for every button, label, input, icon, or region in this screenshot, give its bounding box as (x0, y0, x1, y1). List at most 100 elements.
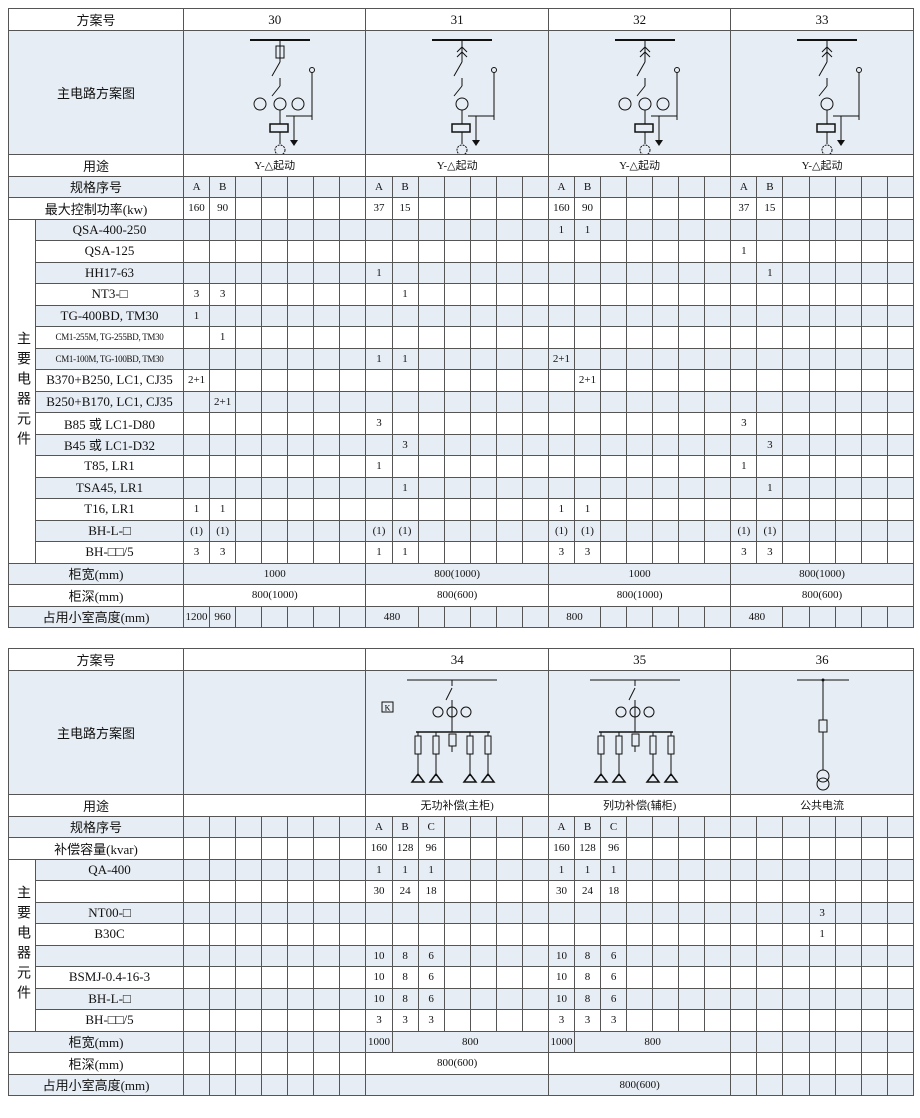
row-label: NT3-□ (34, 283, 185, 306)
spec-value-cell (313, 1030, 341, 1053)
spec-value-cell (678, 240, 706, 263)
spec-value-cell: 1 (391, 476, 419, 499)
row-label: B370+B250, LC1, CJ35 (34, 369, 185, 392)
spec-value-cell (626, 412, 654, 435)
spec-value-cell (287, 347, 315, 370)
spec-value-cell (782, 944, 810, 967)
spec-value-cell (339, 304, 367, 327)
spec-value-cell (756, 966, 784, 989)
spec-value-cell (704, 455, 732, 478)
spec-value-cell (860, 261, 888, 284)
spec-value-cell (417, 347, 445, 370)
spec-value-cell (782, 347, 810, 370)
spec-value-cell (573, 455, 602, 478)
spec-value-cell (235, 347, 263, 370)
spec-value-cell: 1 (730, 455, 758, 478)
spec-value-cell (678, 261, 706, 284)
spec-value-cell (730, 476, 758, 499)
spec-value-cell (313, 1052, 341, 1075)
spec-value-cell (886, 455, 914, 478)
spec-value-cell (860, 519, 888, 542)
spec-value-cell (469, 901, 497, 924)
spec-row: 用途 无功补偿(主柜) 列功补偿(辅柜) 公共电流 (7, 794, 914, 817)
spec-value-cell (860, 858, 888, 881)
spec-value-cell (730, 901, 758, 924)
spec-value-cell (287, 923, 315, 946)
spec-value-cell (626, 369, 654, 392)
spec-value-cell (547, 901, 575, 924)
spec-value-cell: 8 (391, 987, 419, 1010)
spec-value-cell: 800(600) (365, 584, 549, 607)
spec-row: 补偿容量(kvar) 160 128 96 160 128 96 (7, 837, 914, 860)
spec-value-cell (235, 433, 263, 456)
spec-value-cell (600, 476, 628, 499)
spec-value-cell (782, 966, 810, 989)
spec-value-cell: 1 (391, 858, 419, 881)
spec-value-cell (417, 433, 445, 456)
spec-value-cell (573, 901, 602, 924)
spec-value-cell (365, 923, 393, 946)
spec-value-cell (313, 858, 341, 881)
spec-value-cell (469, 815, 497, 838)
scheme-number: 34 (365, 648, 549, 671)
spec-value-cell (626, 987, 654, 1010)
spec-value-cell (808, 326, 836, 349)
spec-value-cell: 18 (600, 880, 628, 903)
spec-value-cell (183, 987, 211, 1010)
spec-value-cell (339, 175, 367, 198)
spec-value-cell (417, 519, 445, 542)
spec-value-cell (626, 880, 654, 903)
spec-value-cell (730, 880, 758, 903)
spec-value-cell (860, 498, 888, 521)
spec-value-cell (521, 519, 549, 542)
spec-value-cell: 160 (365, 837, 393, 860)
spec-value-cell (443, 433, 471, 456)
spec-value-cell (547, 326, 575, 349)
spec-value-cell (443, 815, 471, 838)
spec-value-cell (287, 304, 315, 327)
spec-value-cell (261, 455, 289, 478)
spec-value-cell (678, 412, 706, 435)
spec-value-cell (495, 605, 523, 628)
scheme-number (183, 648, 367, 671)
spec-value-cell (704, 390, 732, 413)
spec-value-cell (573, 476, 602, 499)
spec-value-cell (209, 966, 237, 989)
spec-value-cell (573, 412, 602, 435)
spec-value-cell (521, 858, 549, 881)
spec-value-cell (521, 605, 549, 628)
spec-value-cell: 1 (365, 541, 393, 564)
main-circuit-diagram-label: 主电路方案图 (7, 670, 185, 795)
spec-value-cell (730, 347, 758, 370)
spec-value-cell: (1) (209, 519, 237, 542)
spec-value-cell (209, 412, 237, 435)
spec-value-cell: (1) (547, 519, 575, 542)
spec-value-cell (704, 541, 732, 564)
spec-value-cell: 1 (365, 858, 393, 881)
spec-value-cell (652, 815, 680, 838)
spec-value-cell: 1 (573, 498, 602, 521)
spec-value-cell (339, 519, 367, 542)
spec-value-cell (600, 283, 628, 306)
spec-value-cell (469, 197, 497, 220)
spec-value-cell (600, 347, 628, 370)
spec-value-cell (313, 326, 341, 349)
spec-value-cell: 960 (209, 605, 237, 628)
spec-value-cell (704, 347, 732, 370)
spec-value-cell: 480 (365, 605, 419, 628)
row-label: 占用小室高度(mm) (7, 1073, 185, 1096)
spec-value-cell (678, 987, 706, 1010)
spec-value-cell (730, 498, 758, 521)
spec-value-cell (235, 815, 263, 838)
spec-value-cell: 15 (756, 197, 784, 220)
spec-value-cell (521, 837, 549, 860)
spec-value-cell (782, 1073, 810, 1096)
spec-value-cell (313, 218, 341, 241)
row-label: NT00-□ (34, 901, 185, 924)
spec-value-cell (782, 326, 810, 349)
spec-row: B370+B250, LC1, CJ35 2+1 2+1 (9, 369, 914, 392)
spec-value-cell (521, 455, 549, 478)
spec-value-cell (313, 175, 341, 198)
spec-value-cell (782, 519, 810, 542)
spec-value-cell (261, 498, 289, 521)
